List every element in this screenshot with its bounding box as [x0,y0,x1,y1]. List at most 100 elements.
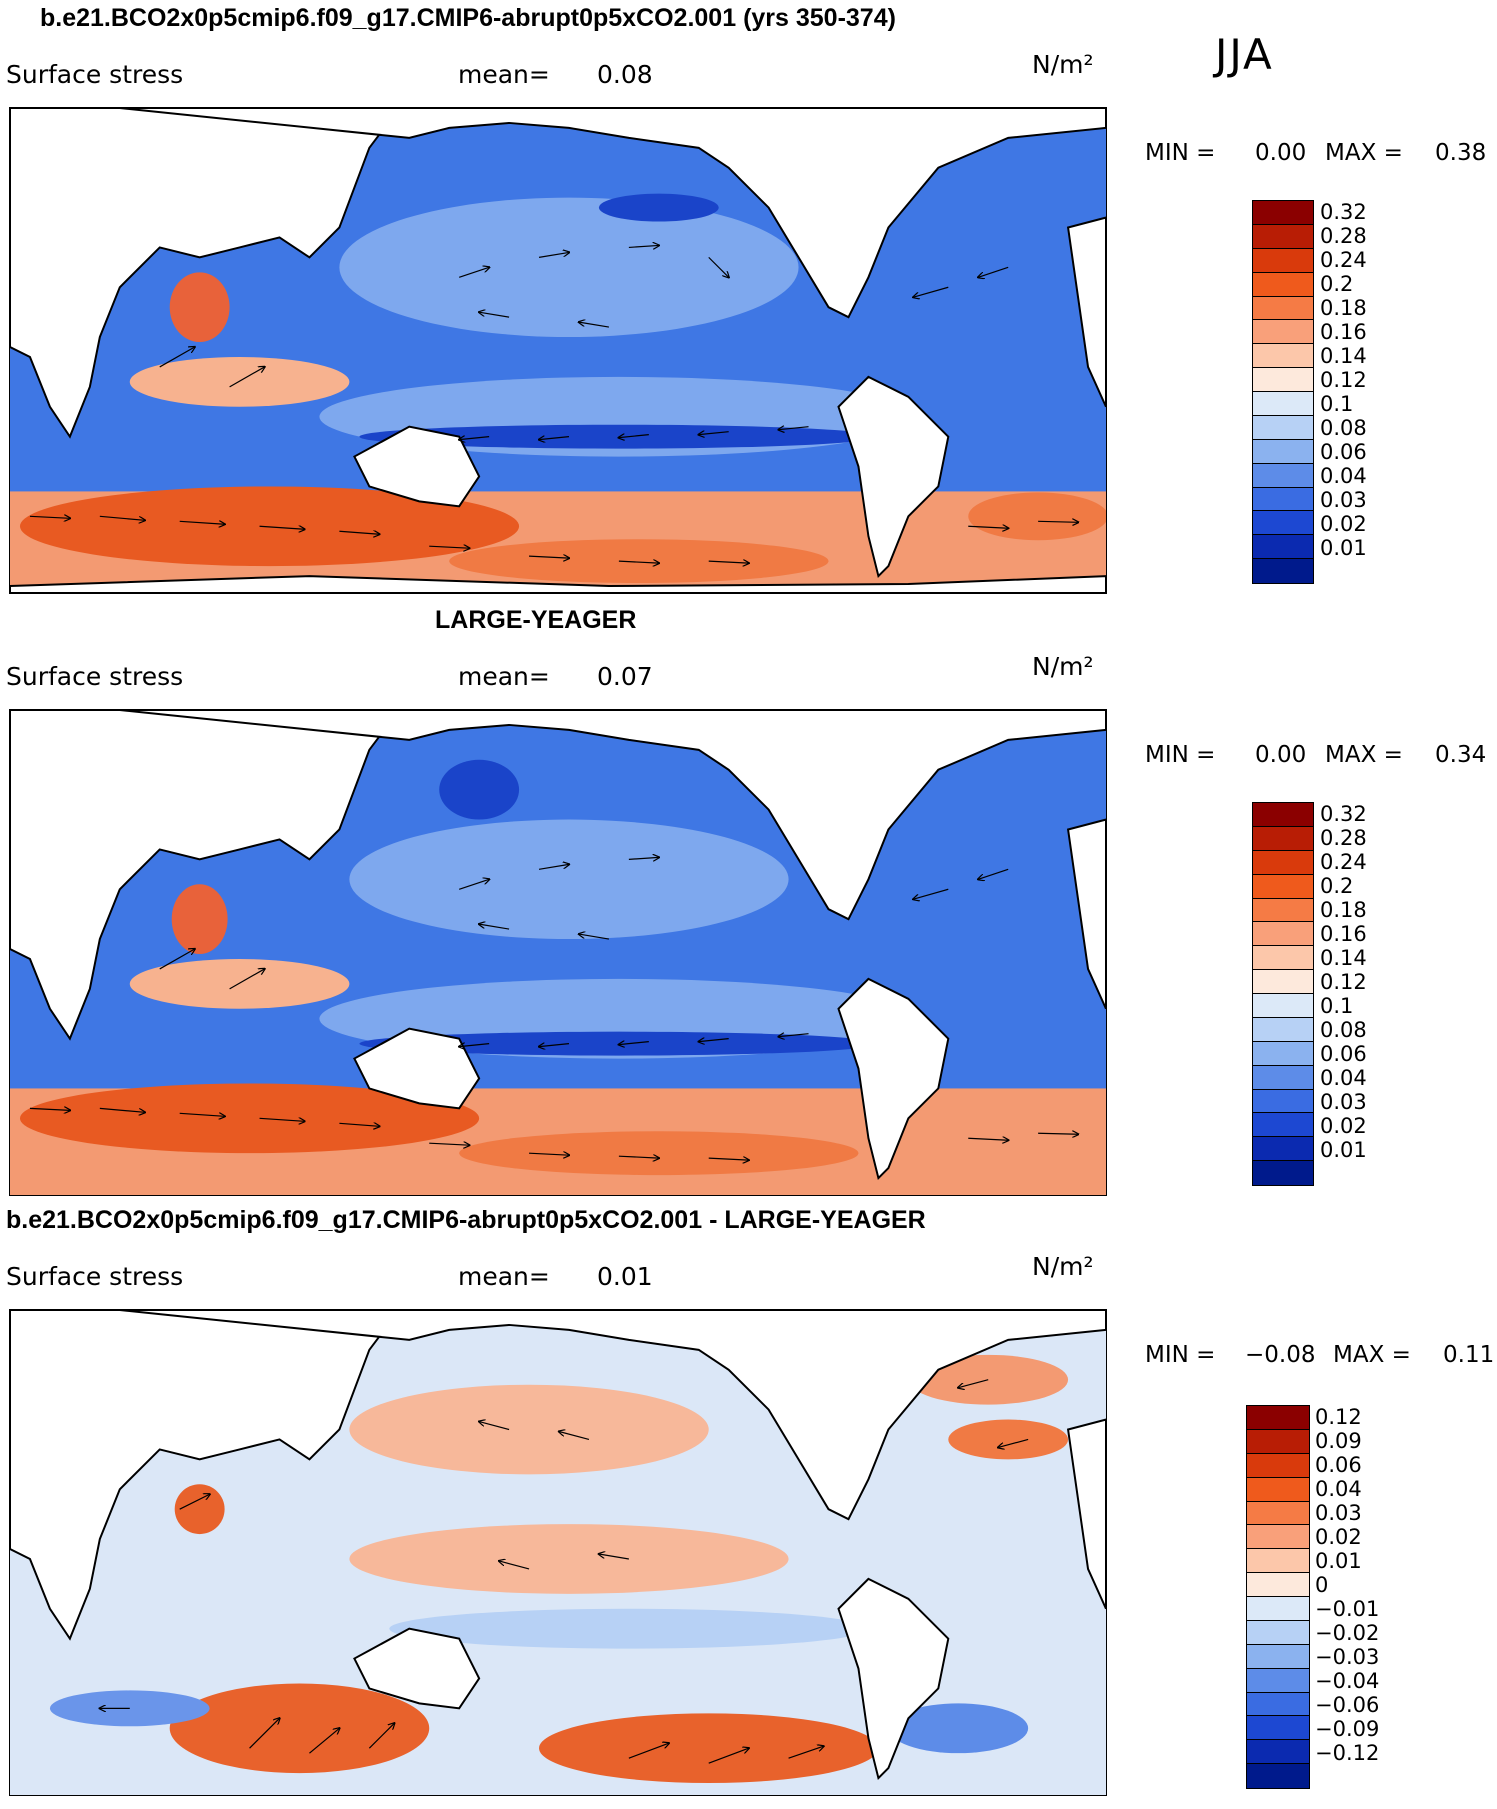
colorbar-swatch [1253,320,1313,345]
colorbar-tick-label: 0.28 [1320,224,1367,248]
colorbar-swatch [1247,1597,1309,1621]
colorbar-swatch [1247,1549,1309,1574]
colorbar-swatch [1247,1620,1309,1645]
season-label: JJA [1215,30,1274,79]
panel3-map [9,1309,1107,1796]
colorbar-swatch [1253,439,1313,464]
panel2-mean-label: mean= [458,662,550,691]
panel1-map [9,107,1107,594]
panel3-units: N/m² [1032,1252,1094,1281]
colorbar-tick-label: 0 [1315,1573,1329,1597]
panel3-variable: Surface stress [6,1262,184,1291]
colorbar-tick-label: 0.03 [1320,1090,1367,1114]
panel3-min-label: MIN = [1145,1342,1216,1368]
panel1-max-value: 0.38 [1435,140,1487,166]
colorbar-swatch [1253,1089,1313,1114]
panel3-colorbar [1246,1405,1310,1789]
colorbar-swatch [1253,1041,1313,1066]
panel2-colorbar [1252,802,1314,1186]
colorbar-tick-label: 0.32 [1320,802,1367,826]
colorbar-tick-label: −0.09 [1315,1717,1380,1741]
panel3-wind-vectors [100,1379,1029,1764]
colorbar-swatch [1253,826,1313,851]
panel2-max-value: 0.34 [1435,742,1487,768]
colorbar-tick-label: 0.24 [1320,248,1367,272]
colorbar-swatch [1253,344,1313,369]
colorbar-tick-label: 0.06 [1320,1042,1367,1066]
panel1-min-label: MIN = [1145,140,1216,166]
colorbar-swatch [1247,1453,1309,1478]
panel1-title: b.e21.BCO2x0p5cmip6.f09_g17.CMIP6-abrupt… [40,4,896,32]
panel1-units: N/m² [1032,50,1094,79]
colorbar-swatch [1253,1161,1313,1185]
panel3-map-svg [10,1310,1106,1795]
colorbar-tick-label: −0.01 [1315,1597,1380,1621]
colorbar-tick-label: 0.12 [1315,1405,1362,1429]
colorbar-swatch [1253,803,1313,827]
panel2-wind-vectors [29,857,1078,1160]
panel2-map [9,709,1107,1196]
colorbar-tick-label: 0.02 [1320,512,1367,536]
colorbar-tick-label: 0.01 [1320,1138,1367,1162]
panel1-map-svg [10,108,1106,593]
panel3-mean-value: 0.01 [597,1262,653,1291]
colorbar-tick-label: 0.01 [1315,1549,1362,1573]
colorbar-swatch [1253,415,1313,440]
colorbar-tick-label: 0.04 [1315,1477,1362,1501]
colorbar-swatch [1247,1429,1309,1454]
colorbar-swatch [1253,201,1313,225]
colorbar-swatch [1253,296,1313,321]
colorbar-tick-label: 0.04 [1320,464,1367,488]
panel1-wind-vectors [29,245,1078,563]
colorbar-tick-label: 0.28 [1320,826,1367,850]
colorbar-swatch [1253,1137,1313,1162]
panel2-mean-value: 0.07 [597,662,653,691]
colorbar-swatch [1247,1501,1309,1526]
panel2-max-label: MAX = [1325,742,1403,768]
colorbar-swatch [1253,368,1313,392]
colorbar-swatch [1253,1065,1313,1090]
colorbar-swatch [1247,1525,1309,1550]
panel1-mean-value: 0.08 [597,60,653,89]
colorbar-tick-label: 0.24 [1320,850,1367,874]
panel2-colorbar-ticks: 0.32 0.28 0.24 0.2 0.18 0.16 0.14 0.12 0.1 0.08 0.… [1320,802,1430,1186]
panel2-units: N/m² [1032,652,1094,681]
colorbar-tick-label: −0.03 [1315,1645,1380,1669]
colorbar-swatch [1253,922,1313,947]
colorbar-tick-label: −0.04 [1315,1669,1380,1693]
panel3-title: b.e21.BCO2x0p5cmip6.f09_g17.CMIP6-abrupt… [6,1206,926,1234]
panel2-map-svg [10,710,1106,1195]
colorbar-tick-label: 0.06 [1315,1453,1362,1477]
panel3-mean-label: mean= [458,1262,550,1291]
colorbar-swatch [1253,272,1313,297]
colorbar-swatch [1247,1644,1309,1669]
colorbar-swatch [1247,1740,1309,1765]
colorbar-swatch [1247,1692,1309,1717]
colorbar-tick-label: 0.1 [1320,994,1354,1018]
colorbar-tick-label: 0.03 [1320,488,1367,512]
colorbar-tick-label: 0.12 [1320,970,1367,994]
panel3-max-value: 0.11 [1443,1342,1495,1368]
colorbar-swatch [1253,874,1313,899]
colorbar-swatch [1253,1113,1313,1138]
colorbar-swatch [1247,1477,1309,1502]
colorbar-swatch [1253,487,1313,512]
panel1-colorbar-ticks: 0.32 0.28 0.24 0.2 0.18 0.16 0.14 0.12 0.1 0.08 0.… [1320,200,1430,584]
colorbar-swatch [1253,898,1313,923]
colorbar-tick-label: 0.02 [1320,1114,1367,1138]
colorbar-tick-label: 0.03 [1315,1501,1362,1525]
colorbar-swatch [1247,1764,1309,1788]
colorbar-tick-label: 0.18 [1320,898,1367,922]
colorbar-tick-label: 0.1 [1320,392,1354,416]
colorbar-swatch [1253,994,1313,1018]
colorbar-swatch [1253,559,1313,583]
panel1-min-value: 0.00 [1255,140,1307,166]
colorbar-swatch [1253,1017,1313,1042]
colorbar-tick-label: 0.12 [1320,368,1367,392]
colorbar-swatch [1253,535,1313,560]
colorbar-swatch [1247,1406,1309,1430]
colorbar-tick-label: 0.04 [1320,1066,1367,1090]
panel3-colorbar-ticks: 0.12 0.09 0.06 0.04 0.03 0.02 0.01 0 −0.01 −0.02−… [1315,1405,1425,1789]
colorbar-tick-label: 0.06 [1320,440,1367,464]
panel2-min-value: 0.00 [1255,742,1307,768]
